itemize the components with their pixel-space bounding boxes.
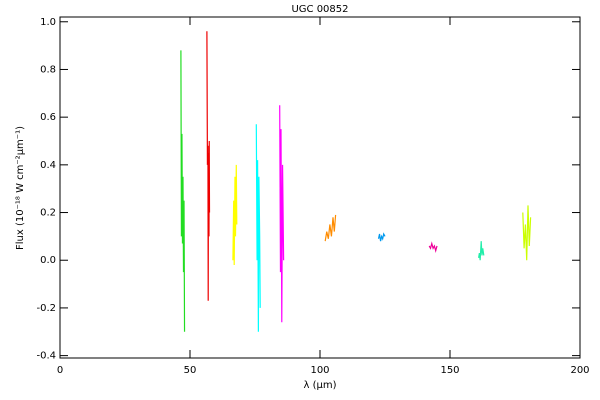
- spectrum-line: [428, 241, 438, 253]
- spectrum-line: [255, 124, 261, 332]
- spectrum-line: [522, 205, 532, 261]
- x-tick-label: 100: [310, 365, 329, 376]
- x-tick-label: 200: [570, 365, 589, 376]
- spectrum-line: [180, 50, 186, 332]
- x-tick-label: 50: [184, 365, 197, 376]
- spectrum-line: [324, 214, 337, 242]
- spectrum-line: [232, 164, 238, 266]
- x-axis-label: λ (μm): [303, 380, 336, 391]
- spectrum-line: [377, 232, 386, 242]
- x-tick-label: 150: [440, 365, 459, 376]
- y-tick-label: 0.4: [40, 160, 56, 171]
- y-tick-label: 0.8: [40, 64, 56, 75]
- y-tick-label: -0.4: [36, 351, 56, 362]
- spectrum-line: [478, 241, 485, 261]
- chart-title: UGC 00852: [291, 4, 348, 15]
- spectrum-line: [206, 31, 211, 301]
- y-tick-label: 0.2: [40, 208, 56, 219]
- spectrum-line: [279, 105, 285, 323]
- y-tick-label: 0.0: [40, 255, 56, 266]
- y-tick-label: -0.2: [36, 303, 56, 314]
- y-tick-label: 1.0: [40, 17, 56, 28]
- y-tick-label: 0.6: [40, 112, 56, 123]
- x-tick-label: 0: [57, 365, 63, 376]
- y-axis-label: Flux (10⁻¹⁸ W cm⁻²μm⁻¹): [15, 126, 26, 250]
